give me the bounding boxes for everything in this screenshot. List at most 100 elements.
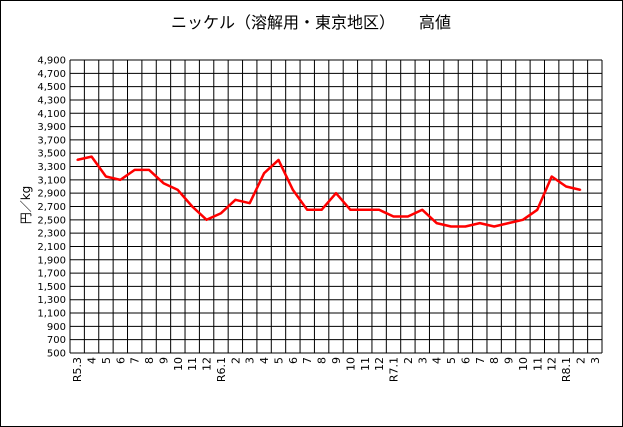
data-point — [234, 198, 237, 201]
x-tick-label: 6 — [287, 357, 300, 364]
y-tick-label: 3,300 — [37, 162, 66, 173]
y-tick-label: 1,500 — [37, 282, 66, 293]
x-tick-label: 3 — [589, 357, 602, 364]
x-tick-label: 6 — [114, 357, 127, 364]
x-tick-label: 3 — [244, 357, 257, 364]
data-point — [378, 208, 381, 211]
x-tick-label: 8 — [316, 357, 329, 364]
x-tick-label: 10 — [344, 357, 357, 371]
x-tick-label: 7 — [129, 357, 142, 364]
data-point — [306, 208, 309, 211]
data-point — [277, 158, 280, 161]
y-tick-label: 2,900 — [37, 189, 66, 200]
x-tick-label: R6.1 — [215, 357, 228, 382]
y-tick-label: 4,700 — [37, 69, 66, 80]
data-point — [119, 178, 122, 181]
y-tick-label: 2,100 — [37, 242, 66, 253]
data-point — [205, 218, 208, 221]
x-tick-label: 3 — [416, 357, 429, 364]
x-tick-label: 12 — [201, 357, 214, 371]
data-point — [105, 175, 107, 178]
x-tick-label: 5 — [100, 357, 113, 364]
data-point — [406, 215, 409, 218]
grid — [69, 59, 603, 354]
x-tick-label: R5.3 — [71, 357, 84, 382]
y-tick-label: 4,100 — [37, 109, 66, 120]
data-point — [263, 172, 266, 175]
data-point — [421, 208, 424, 211]
data-point — [478, 222, 481, 225]
x-tick-label: 5 — [272, 357, 285, 364]
data-point — [320, 208, 323, 211]
chart-title: ニッケル（溶解用・東京地区） 高値 — [171, 13, 451, 32]
x-tick-label: 9 — [157, 357, 170, 364]
x-tick-label: 10 — [517, 357, 530, 371]
data-point — [450, 225, 452, 228]
y-tick-label: 2,700 — [37, 202, 66, 213]
data-point — [162, 182, 165, 185]
data-point — [248, 202, 251, 205]
x-tick-label: 11 — [531, 357, 544, 371]
x-tick-label: 12 — [373, 357, 386, 371]
y-tick-label: 3,900 — [37, 122, 66, 133]
x-tick-label: 11 — [359, 357, 372, 371]
x-tick-label: 11 — [186, 357, 199, 371]
x-tick-label: 7 — [474, 357, 487, 364]
y-tick-label: 1,300 — [37, 295, 66, 306]
data-point — [220, 212, 222, 215]
tick-labels: 500 700 900 1,100 1,300 1,500 1,700 1,900 2,100 2… — [37, 56, 601, 383]
data-point — [349, 208, 352, 211]
data-point — [464, 225, 467, 228]
data-point — [191, 205, 194, 208]
y-tick-label: 3,700 — [37, 135, 66, 146]
data-point — [550, 175, 553, 178]
y-tick-label: 2,300 — [37, 229, 66, 240]
y-tick-label: 700 — [47, 335, 66, 346]
data-point — [90, 155, 93, 158]
data-point — [291, 188, 294, 191]
y-tick-label: 1,100 — [37, 309, 66, 320]
data-point — [579, 188, 582, 191]
y-tick-label: 2,500 — [37, 215, 66, 226]
series-line — [76, 155, 581, 228]
y-axis-label: 円／kg — [19, 186, 33, 225]
data-point — [148, 168, 150, 171]
x-tick-label: R8.1 — [560, 357, 573, 382]
data-point — [76, 158, 79, 161]
x-tick-label: 2 — [229, 357, 242, 364]
x-tick-label: 9 — [503, 357, 516, 364]
x-tick-label: 2 — [574, 357, 587, 364]
data-point — [493, 225, 496, 228]
x-tick-label: 4 — [86, 357, 99, 364]
data-point — [133, 168, 136, 171]
x-tick-label: 6 — [459, 357, 472, 364]
data-point — [507, 222, 510, 225]
x-tick-label: 10 — [172, 357, 185, 371]
data-point — [435, 222, 438, 225]
x-tick-label: 5 — [445, 357, 458, 364]
y-tick-label: 4,500 — [37, 82, 66, 93]
x-tick-label: 4 — [258, 357, 271, 364]
data-point — [536, 208, 539, 211]
x-tick-label: 7 — [301, 357, 314, 364]
y-tick-label: 3,500 — [37, 149, 66, 160]
data-point — [335, 192, 337, 195]
x-tick-label: 9 — [330, 357, 343, 364]
data-point — [565, 185, 567, 188]
x-tick-label: 2 — [402, 357, 415, 364]
y-tick-label: 500 — [47, 349, 66, 360]
y-tick-label: 1,700 — [37, 269, 66, 280]
data-point — [363, 208, 366, 211]
y-tick-label: 3,100 — [37, 175, 66, 186]
data-point — [392, 215, 395, 218]
data-point — [176, 188, 179, 191]
x-tick-label: R7.1 — [388, 357, 401, 382]
data-point — [522, 218, 524, 221]
x-tick-label: 12 — [546, 357, 559, 371]
series-group — [76, 155, 582, 228]
y-tick-label: 1,900 — [37, 255, 66, 266]
y-tick-label: 900 — [47, 322, 66, 333]
y-tick-label: 4,300 — [37, 95, 66, 106]
